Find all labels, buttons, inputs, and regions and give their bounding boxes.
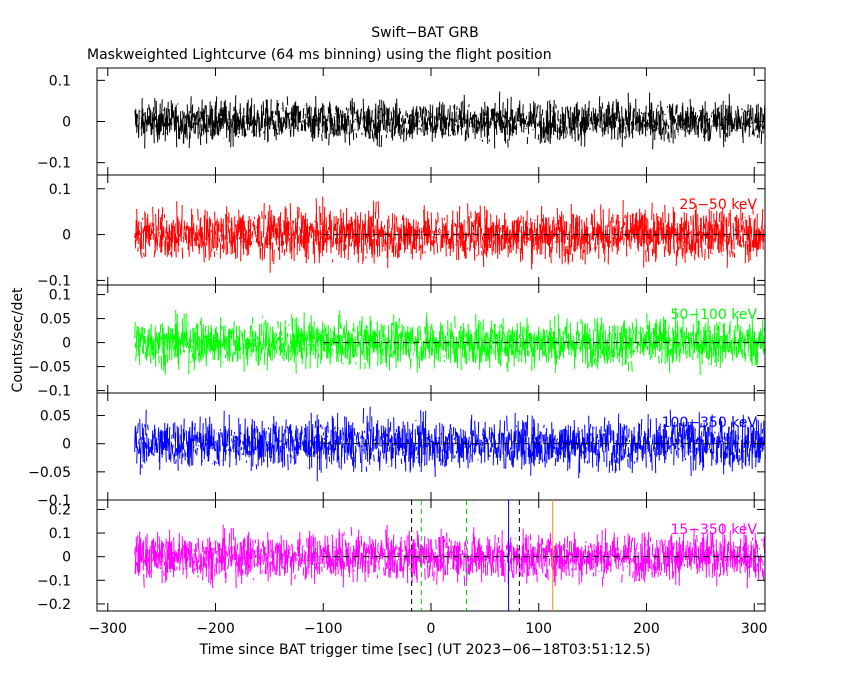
energy-band-label-5: 15−350 keV <box>670 522 757 538</box>
y-tick-label-5-2: 0 <box>62 550 71 566</box>
y-tick-label-3-4: 0.1 <box>49 288 71 304</box>
y-tick-label-2-2: 0.1 <box>49 182 71 198</box>
panel-3: 50−100 keV −0.1 −0.05 0 0.05 0.1 <box>28 284 766 400</box>
chart-subtitle: Maskweighted Lightcurve (64 ms binning) … <box>87 47 552 63</box>
panel-1: −0.1 0 0.1 <box>37 67 766 176</box>
y-tick-label-3-1: −0.05 <box>28 360 71 376</box>
y-tick-label-2-0: −0.1 <box>37 273 71 289</box>
y-tick-label-1-2: 0.1 <box>49 73 71 89</box>
y-tick-label-3-0: −0.1 <box>37 384 71 400</box>
y-tick-label-5-4: 0.2 <box>49 502 71 518</box>
x-tick-label-4: 100 <box>525 621 552 637</box>
series-trace-2 <box>134 196 766 273</box>
panels-group: −0.100.125−50 keV−0.100.150−100 keV−0.1−… <box>28 67 766 613</box>
series-trace-1 <box>134 91 766 150</box>
y-tick-label-4-1: −0.05 <box>28 465 71 481</box>
y-tick-label-4-2: 0 <box>62 437 71 453</box>
x-tick-label-1: −200 <box>196 621 234 637</box>
y-tick-label-1-0: −0.1 <box>37 156 71 172</box>
y-tick-label-1-1: 0 <box>62 115 71 131</box>
panel-frame-5 <box>96 499 766 612</box>
y-tick-label-5-1: −0.1 <box>37 573 71 589</box>
y-axis-label: Counts/sec/det <box>10 287 26 392</box>
y-tick-label-4-3: 0.05 <box>40 409 71 425</box>
x-axis: −300 −200 −100 0 100 200 300 <box>89 621 768 637</box>
panel-5: 15−350 keV −0.2 −0.1 0 0.1 0.2 <box>37 499 766 613</box>
series-trace-4 <box>134 406 766 482</box>
x-tick-label-6: 300 <box>741 621 768 637</box>
x-tick-label-5: 200 <box>633 621 660 637</box>
chart-title: Swift−BAT GRB <box>371 25 478 41</box>
energy-band-label-2: 25−50 keV <box>679 197 757 213</box>
x-tick-label-2: −100 <box>304 621 342 637</box>
y-tick-label-3-2: 0 <box>62 336 71 352</box>
y-tick-label-4-0: −0.1 <box>37 493 71 509</box>
y-tick-label-5-0: −0.2 <box>37 597 71 613</box>
energy-band-label-3: 50−100 keV <box>670 307 757 323</box>
x-tick-label-3: 0 <box>427 621 436 637</box>
x-tick-label-0: −300 <box>89 621 127 637</box>
y-tick-label-3-3: 0.05 <box>40 312 71 328</box>
energy-band-label-4: 100−350 keV <box>662 415 758 431</box>
y-tick-label-2-1: 0 <box>62 228 71 244</box>
series-trace-5 <box>134 523 766 589</box>
x-axis-label: Time since BAT trigger time [sec] (UT 20… <box>198 642 650 658</box>
y-tick-label-5-3: 0.1 <box>49 526 71 542</box>
